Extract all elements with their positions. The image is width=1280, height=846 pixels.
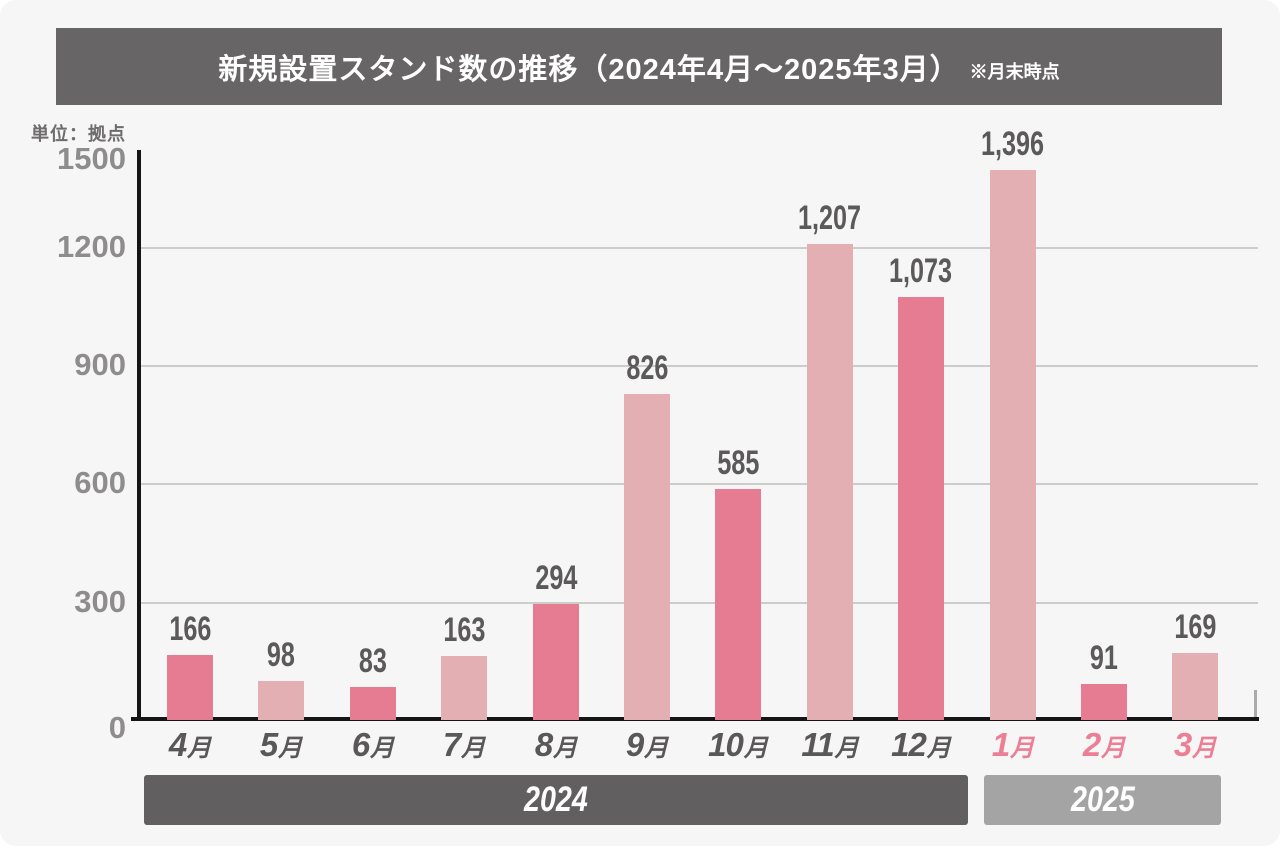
bar-value-label: 1,207 xyxy=(798,199,862,237)
chart-title-note: ※月末時点 xyxy=(969,61,1060,82)
x-axis-end-tick xyxy=(1254,690,1257,717)
year-band-label: 2025 xyxy=(1070,780,1135,819)
bar-value-label: 826 xyxy=(626,349,668,387)
year-band-2025: 2025 xyxy=(984,775,1221,825)
bar-value-label: 166 xyxy=(169,610,211,648)
bar-value-label: 83 xyxy=(358,642,387,680)
bar xyxy=(624,394,670,720)
gridline xyxy=(141,602,1258,604)
unit-label: 単位：拠点 xyxy=(31,124,126,144)
bar-value-label: 163 xyxy=(443,611,485,649)
month-label: 11月 xyxy=(801,726,859,763)
y-tick-label: 0 xyxy=(108,710,126,745)
bar xyxy=(167,655,213,720)
bar xyxy=(441,656,487,720)
y-tick-label: 1500 xyxy=(57,141,126,176)
chart-title: 新規設置スタンド数の推移（2024年4月〜2025年3月） xyxy=(218,53,960,86)
bar-value-label: 169 xyxy=(1174,608,1216,646)
y-tick-label: 900 xyxy=(74,347,126,382)
bar xyxy=(350,687,396,720)
bar xyxy=(990,170,1036,720)
month-label: 4月 xyxy=(168,726,212,763)
bar-value-label: 1,396 xyxy=(981,125,1045,163)
x-axis-line xyxy=(131,717,1259,721)
month-label: 7月 xyxy=(442,726,486,763)
month-label: 6月 xyxy=(351,726,395,763)
gridline xyxy=(141,483,1258,485)
month-label: 9月 xyxy=(625,726,669,763)
bar xyxy=(1172,653,1218,720)
month-label: 1月 xyxy=(991,726,1035,763)
year-band-label: 2024 xyxy=(524,780,588,819)
y-tick-label: 600 xyxy=(74,465,126,500)
bar-value-label: 585 xyxy=(717,444,759,482)
bar-value-label: 294 xyxy=(535,559,577,597)
bar xyxy=(1081,684,1127,720)
year-band-2024: 2024 xyxy=(144,775,968,825)
title-banner: 新規設置スタンド数の推移（2024年4月〜2025年3月） ※月末時点 xyxy=(56,28,1222,105)
gridline xyxy=(141,247,1258,249)
gridline xyxy=(141,365,1258,367)
month-label: 8月 xyxy=(534,726,578,763)
bar xyxy=(807,244,853,720)
bar xyxy=(258,681,304,720)
bar xyxy=(533,604,579,720)
bar xyxy=(898,297,944,720)
bar-value-label: 98 xyxy=(266,636,295,674)
bar xyxy=(715,489,761,720)
month-label: 10月 xyxy=(708,726,768,763)
month-label: 3月 xyxy=(1173,726,1217,763)
y-tick-label: 1200 xyxy=(57,229,126,264)
y-tick-label: 300 xyxy=(74,584,126,619)
y-axis-line xyxy=(137,150,141,721)
month-label: 2月 xyxy=(1082,726,1126,763)
month-label: 12月 xyxy=(891,726,951,763)
month-label: 5月 xyxy=(259,726,303,763)
bar-value-label: 1,073 xyxy=(889,252,953,290)
bar-value-label: 91 xyxy=(1089,639,1118,677)
